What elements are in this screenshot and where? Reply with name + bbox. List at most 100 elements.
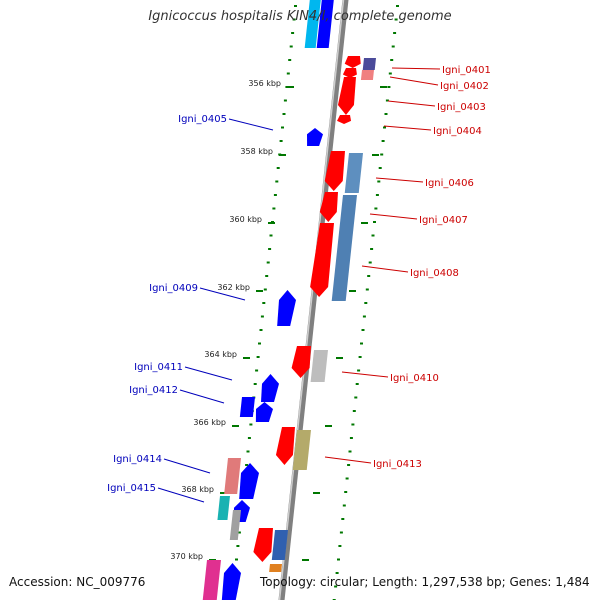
- gene-label-forward[interactable]: Igni_0407: [419, 215, 468, 226]
- gene-label-reverse[interactable]: Igni_0411: [134, 362, 183, 373]
- gene-reverse-extra[interactable]: [221, 563, 241, 600]
- feature-blue-dark[interactable]: [271, 530, 288, 560]
- leader-line: [228, 118, 274, 131]
- tick-right: [344, 491, 348, 493]
- tick-left: [276, 167, 280, 169]
- tick-right: [383, 126, 386, 129]
- gene-label-reverse[interactable]: Igni_0412: [129, 385, 178, 396]
- gene-igni-0402[interactable]: [342, 68, 357, 78]
- tick-left: [292, 18, 296, 21]
- feature-steel-2[interactable]: [331, 195, 357, 301]
- gene-label-reverse[interactable]: Igni_0405: [178, 114, 227, 125]
- leader-line: [184, 366, 233, 381]
- gene-label-forward[interactable]: Igni_0406: [425, 178, 474, 189]
- gene-label-reverse[interactable]: Igni_0409: [149, 283, 198, 294]
- feature-salmon[interactable]: [224, 458, 241, 494]
- feature-cyan-top[interactable]: [304, 0, 321, 48]
- feature-grey[interactable]: [310, 350, 328, 382]
- leader-line: [369, 213, 418, 220]
- tick-right: [352, 410, 356, 412]
- feature-magenta[interactable]: [202, 560, 221, 600]
- gene-label-forward[interactable]: Igni_0401: [442, 65, 491, 76]
- tick-left: [245, 464, 249, 466]
- tick-left: [291, 32, 295, 34]
- feature-teal[interactable]: [217, 496, 230, 520]
- gene-igni-0410[interactable]: [291, 346, 311, 378]
- scale-label: 366 kbp: [193, 418, 226, 427]
- gene-igni-0401[interactable]: [344, 56, 361, 68]
- feature-steel-1[interactable]: [344, 153, 363, 193]
- gene-igni-0413[interactable]: [275, 427, 295, 465]
- tick-right: [349, 437, 353, 439]
- tick-right: [377, 180, 381, 183]
- tick-left: [286, 72, 290, 75]
- tick-right: [368, 261, 372, 264]
- genome-summary-text: Topology: circular; Length: 1,297,538 bp…: [260, 575, 590, 589]
- gene-forward-extra[interactable]: [253, 528, 273, 562]
- tick-major: [220, 492, 227, 494]
- tick-left: [247, 437, 251, 439]
- tick-left: [285, 86, 289, 88]
- feature-pink[interactable]: [360, 70, 374, 80]
- feature-navy[interactable]: [362, 58, 376, 70]
- tick-right: [373, 221, 376, 223]
- leader-line: [179, 389, 225, 404]
- tick-right: [387, 86, 391, 88]
- leader-line: [383, 125, 432, 131]
- tick-major: [361, 222, 368, 224]
- tick-right: [374, 207, 378, 210]
- tick-major: [372, 154, 379, 156]
- tick-right: [348, 450, 352, 453]
- scale-label: 356 kbp: [248, 79, 281, 88]
- tick-left: [265, 275, 269, 277]
- gene-reverse-top[interactable]: [316, 0, 334, 48]
- tick-left: [258, 342, 261, 345]
- tick-left: [279, 140, 283, 142]
- tick-right: [362, 315, 366, 318]
- tick-major: [313, 492, 320, 494]
- tick-right: [360, 342, 363, 345]
- feature-orange[interactable]: [269, 564, 282, 572]
- gene-igni-0404[interactable]: [337, 115, 352, 124]
- leader-line: [387, 100, 436, 107]
- gene-label-forward[interactable]: Igni_0408: [410, 268, 459, 279]
- tick-major: [349, 290, 356, 292]
- gene-igni-0414[interactable]: [239, 463, 259, 499]
- gene-track: [202, 0, 376, 600]
- gene-label-forward[interactable]: Igni_0413: [373, 459, 422, 470]
- tick-left: [269, 234, 273, 237]
- feature-olive[interactable]: [292, 430, 311, 470]
- feature-grey-small[interactable]: [229, 510, 241, 540]
- tick-major: [336, 357, 343, 359]
- gene-labels: Igni_0401 Igni_0402 Igni_0403 Igni_0404 Igni…: [107, 65, 491, 494]
- tick-right: [384, 113, 388, 115]
- tick-right: [337, 558, 340, 561]
- gene-label-forward[interactable]: Igni_0402: [440, 81, 489, 92]
- tick-right: [375, 194, 379, 196]
- leader-line: [375, 177, 424, 183]
- gene-igni-0412b[interactable]: [239, 397, 255, 417]
- tick-left: [268, 248, 272, 250]
- gene-igni-0408[interactable]: [310, 223, 334, 297]
- gene-igni-0409[interactable]: [277, 290, 296, 326]
- tick-right: [358, 356, 362, 358]
- gene-igni-0411[interactable]: [261, 374, 279, 402]
- tick-left: [260, 315, 264, 318]
- gene-label-forward[interactable]: Igni_0404: [433, 126, 482, 137]
- gene-label-reverse[interactable]: Igni_0415: [107, 483, 156, 494]
- tick-right: [393, 32, 397, 34]
- tick-left: [237, 531, 241, 534]
- gene-label-forward[interactable]: Igni_0403: [437, 102, 486, 113]
- tick-right: [361, 329, 365, 331]
- gene-igni-0406[interactable]: [324, 151, 345, 191]
- tick-left: [259, 329, 263, 331]
- tick-right: [335, 572, 339, 574]
- gene-igni-0403[interactable]: [337, 77, 356, 115]
- gene-label-forward[interactable]: Igni_0410: [390, 373, 439, 384]
- gene-igni-0405[interactable]: [307, 128, 323, 146]
- gene-label-reverse[interactable]: Igni_0414: [113, 454, 162, 465]
- gene-igni-0412[interactable]: [255, 402, 273, 422]
- scale-label: 358 kbp: [240, 147, 273, 156]
- gene-igni-0407[interactable]: [319, 192, 338, 222]
